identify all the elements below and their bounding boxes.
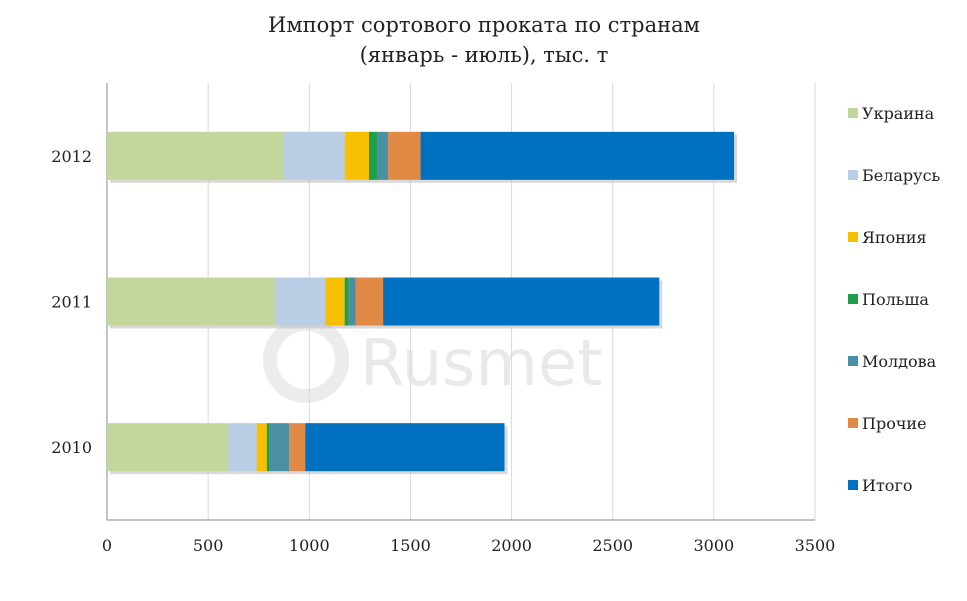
bar-group [107, 277, 663, 329]
bar-segment [228, 423, 257, 472]
x-tick-label: 1000 [289, 536, 330, 555]
bar-segment [107, 131, 284, 180]
x-tick-label: 3500 [795, 536, 836, 555]
x-tick-label: 1500 [390, 536, 431, 555]
legend-label: Украина [862, 104, 935, 123]
legend-label: Прочие [862, 414, 927, 433]
legend-label: Беларусь [862, 166, 941, 185]
x-tick-label: 3000 [693, 536, 734, 555]
bar-segment [284, 131, 345, 180]
x-tick-label: 2500 [592, 536, 633, 555]
legend-swatch [848, 356, 858, 366]
bar-segment [325, 277, 345, 326]
x-tick-label: 0 [102, 536, 112, 555]
chart-title-line-1: Импорт сортового проката по странам [268, 13, 700, 37]
x-tick-label: 2000 [491, 536, 532, 555]
bar-segment [388, 131, 421, 180]
legend: Украина Беларусь Япония Польша Молдова Прочие… [848, 104, 941, 495]
legend-swatch [848, 232, 858, 242]
bar-segment [368, 131, 378, 180]
watermark: Rusmet [263, 317, 602, 403]
watermark-logo-icon [263, 317, 349, 403]
bar-segment [269, 423, 290, 472]
legend-swatch [848, 480, 858, 490]
chart-title-line-2: (январь - июль), тыс. т [360, 43, 609, 67]
bar-segment [348, 277, 356, 326]
bar-segment [107, 423, 229, 472]
bar-segment [383, 277, 660, 326]
legend-label: Молдова [862, 352, 937, 371]
watermark-text: Rusmet [360, 327, 602, 401]
legend-label: Япония [862, 228, 927, 247]
category-labels: 2012 2011 2010 [51, 147, 92, 457]
bar-segment [377, 131, 389, 180]
legend-label: Польша [862, 290, 929, 309]
bar-segment [344, 131, 369, 180]
bar-segment [107, 277, 275, 326]
bar-segment [266, 423, 270, 472]
bar-segment [420, 131, 735, 180]
x-tick-labels: 0 500 1000 1500 2000 2500 3000 3500 [102, 536, 835, 555]
category-label: 2011 [51, 293, 92, 312]
bar-segment [289, 423, 306, 472]
x-tick-label: 500 [193, 536, 224, 555]
category-label: 2012 [51, 147, 92, 166]
legend-swatch [848, 170, 858, 180]
bar-segment [256, 423, 267, 472]
bar-group [107, 131, 738, 183]
category-label: 2010 [51, 438, 92, 457]
legend-swatch [848, 418, 858, 428]
bar-segment [344, 277, 349, 326]
legend-swatch [848, 294, 858, 304]
legend-label: Итого [862, 476, 912, 495]
bar-group [107, 423, 508, 475]
legend-swatch [848, 108, 858, 118]
bar-segment [274, 277, 326, 326]
bars [107, 131, 738, 475]
bar-segment [355, 277, 384, 326]
bar-segment [305, 423, 505, 472]
